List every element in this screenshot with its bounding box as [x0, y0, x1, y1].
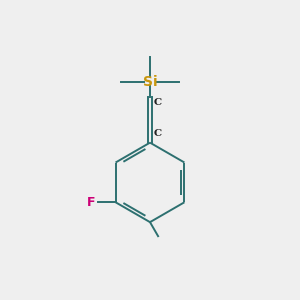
Text: F: F: [87, 196, 96, 209]
Text: C: C: [154, 129, 162, 138]
Text: Si: Si: [143, 75, 157, 89]
Text: C: C: [154, 98, 162, 107]
